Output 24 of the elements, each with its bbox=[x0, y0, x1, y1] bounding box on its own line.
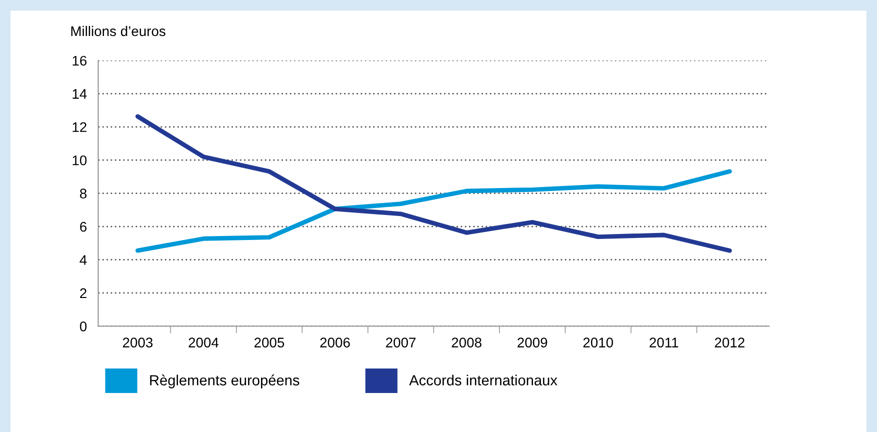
x-tick-label: 2008 bbox=[452, 338, 482, 348]
y-tick-label: 0 bbox=[80, 321, 87, 332]
x-tick-label: 2006 bbox=[320, 338, 350, 348]
y-tick-label: 8 bbox=[80, 188, 87, 198]
x-tick-label: 2004 bbox=[188, 338, 219, 348]
x-tick-label: 2012 bbox=[714, 338, 744, 348]
x-tick-label: 2003 bbox=[122, 338, 153, 348]
x-tick-label: 2005 bbox=[254, 338, 284, 348]
y-tick-label: 10 bbox=[72, 155, 87, 166]
legend-label: Règlements européens bbox=[150, 374, 300, 388]
x-tick-label: 2009 bbox=[518, 338, 548, 348]
x-tick-label: 2007 bbox=[386, 338, 416, 348]
y-tick-label: 16 bbox=[72, 56, 87, 66]
x-tick-label: 2011 bbox=[650, 338, 678, 348]
y-tick-label: 12 bbox=[72, 122, 86, 132]
x-tick-label: 2010 bbox=[583, 338, 614, 348]
legend-label: Accords internationaux bbox=[409, 374, 558, 386]
line-series bbox=[135, 114, 732, 253]
y-tick-label: 4 bbox=[80, 255, 87, 265]
y-tick-label: 14 bbox=[72, 89, 87, 99]
y-tick-label: 6 bbox=[80, 222, 87, 232]
line-series bbox=[135, 169, 732, 253]
y-axis-title: Millions d’euros bbox=[71, 26, 166, 36]
y-tick-label: 2 bbox=[80, 288, 86, 298]
